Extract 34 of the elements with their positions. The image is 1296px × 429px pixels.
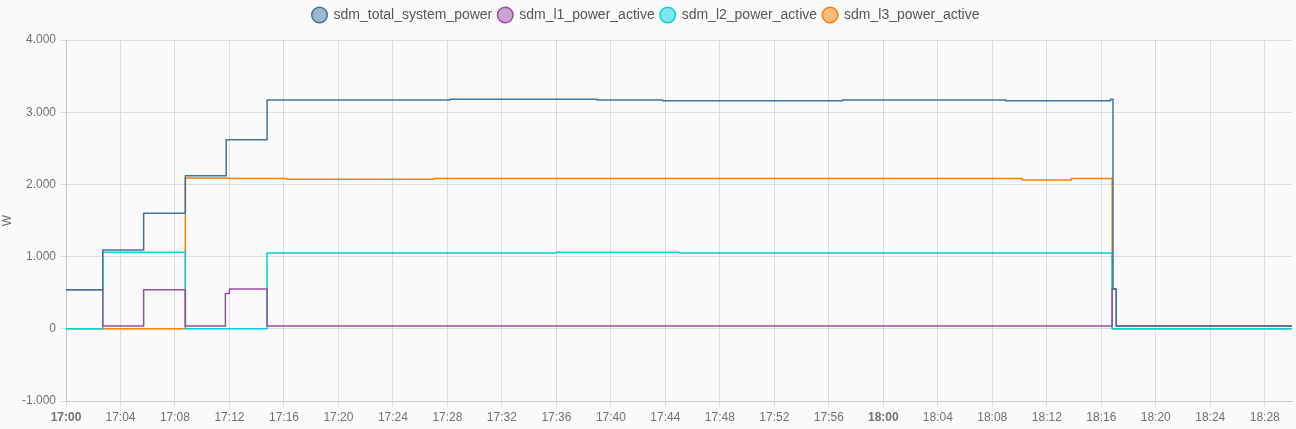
x-tick-label: 18:24 [1195,409,1226,424]
legend-label: sdm_l2_power_active [681,5,818,22]
legend-label: sdm_l1_power_active [519,5,655,22]
x-tick-label: 18:16 [1086,409,1117,424]
x-tick-label: 17:00 [50,409,82,424]
x-tick-label: 17:24 [377,409,409,424]
x-tick-label: 18:28 [1249,409,1281,424]
y-tick-label: 0 [49,321,57,336]
x-tick-label: 17:48 [704,409,736,424]
x-tick-label: 17:28 [432,409,463,424]
x-tick-label: 18:08 [977,409,1008,424]
legend-label: sdm_l3_power_active [844,5,980,22]
x-tick-label: 18:04 [922,409,954,424]
y-tick-label: -1.000 [21,393,57,408]
x-tick-label: 17:40 [595,409,627,424]
y-tick-label: 4.000 [25,32,57,47]
y-tick-label: 3.000 [25,104,57,119]
y-tick-label: 2.000 [25,176,57,191]
x-tick-label: 18:12 [1031,409,1063,424]
y-axis-title: W [0,214,14,227]
y-tick-label: 1.000 [25,248,57,263]
legend-label: sdm_total_system_power [333,5,493,22]
x-tick-label: 17:36 [541,409,572,424]
x-tick-label: 17:56 [813,409,845,424]
x-tick-label: 17:16 [268,409,300,424]
x-tick-label: 17:04 [105,409,136,424]
x-tick-label: 17:52 [759,409,790,424]
x-tick-label: 17:12 [214,409,245,424]
x-tick-label: 17:44 [650,409,681,424]
x-tick-label: 18:20 [1140,409,1172,424]
x-tick-label: 17:08 [159,409,191,424]
x-tick-label: 18:00 [867,409,899,424]
x-tick-label: 17:32 [486,409,518,424]
x-tick-label: 17:20 [323,409,354,424]
